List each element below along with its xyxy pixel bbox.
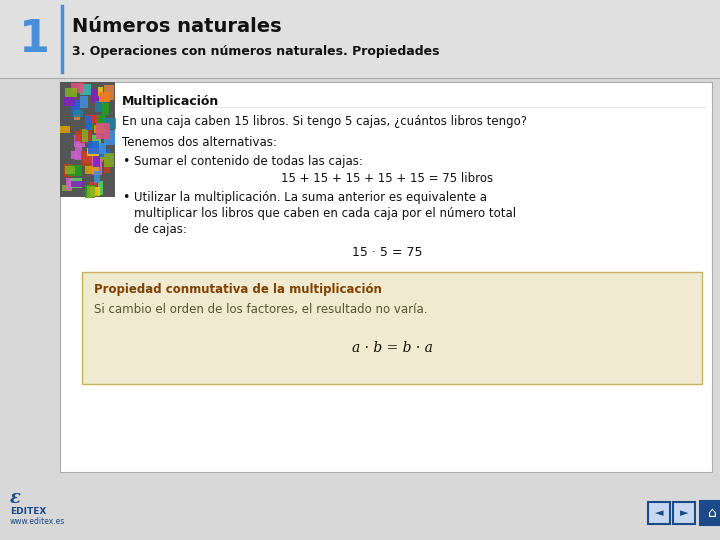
Text: Tenemos dos alternativas:: Tenemos dos alternativas: <box>122 137 277 150</box>
Bar <box>71 83 83 93</box>
Bar <box>60 82 115 197</box>
Bar <box>66 178 71 191</box>
Bar <box>80 84 91 95</box>
Bar <box>91 153 103 162</box>
Bar <box>104 130 115 145</box>
Text: ►: ► <box>680 508 688 518</box>
Text: EDITEX: EDITEX <box>10 508 46 516</box>
Bar <box>74 144 81 160</box>
Bar <box>90 187 99 196</box>
Bar <box>87 148 99 157</box>
Bar <box>60 82 712 472</box>
Bar <box>98 87 103 96</box>
Bar <box>94 125 107 133</box>
Bar <box>94 171 100 184</box>
Bar <box>60 126 70 133</box>
Text: de cajas:: de cajas: <box>134 224 187 237</box>
Text: •: • <box>122 156 130 168</box>
Bar <box>0 0 720 78</box>
Bar <box>102 103 109 115</box>
Bar <box>79 129 91 143</box>
Bar <box>98 124 109 132</box>
Text: 15 + 15 + 15 + 15 + 15 = 75 libros: 15 + 15 + 15 + 15 + 15 = 75 libros <box>281 172 493 186</box>
Bar <box>104 118 116 129</box>
Bar <box>89 141 99 154</box>
Text: •: • <box>122 192 130 205</box>
Bar <box>99 143 107 154</box>
Bar <box>68 165 81 176</box>
Text: multiplicar los libros que caben en cada caja por el número total: multiplicar los libros que caben en cada… <box>134 207 516 220</box>
Text: ◄: ◄ <box>654 508 663 518</box>
Text: Números naturales: Números naturales <box>72 17 282 36</box>
Bar <box>99 93 107 102</box>
Bar <box>74 131 86 141</box>
Text: En una caja caben 15 libros. Si tengo 5 cajas, ¿cuántos libros tengo?: En una caja caben 15 libros. Si tengo 5 … <box>122 116 527 129</box>
Bar <box>71 151 77 159</box>
Bar <box>92 134 101 149</box>
Bar <box>98 180 103 195</box>
Bar <box>74 135 85 147</box>
Bar <box>673 502 695 524</box>
Bar <box>69 178 81 188</box>
Bar <box>86 117 91 130</box>
Bar <box>648 502 670 524</box>
Bar <box>86 186 95 198</box>
Bar <box>94 151 100 167</box>
Bar <box>104 153 114 167</box>
Bar <box>71 181 84 187</box>
Bar <box>85 166 99 174</box>
Text: 3. Operaciones con números naturales. Propiedades: 3. Operaciones con números naturales. Pr… <box>72 45 439 58</box>
Bar <box>99 149 110 157</box>
Text: 15 · 5 = 75: 15 · 5 = 75 <box>352 246 422 259</box>
Bar <box>85 115 96 123</box>
Text: www.editex.es: www.editex.es <box>10 517 66 526</box>
Bar <box>92 159 102 175</box>
Bar <box>95 152 104 160</box>
Bar <box>63 164 73 177</box>
Bar <box>700 501 720 525</box>
Bar <box>66 87 77 97</box>
Bar <box>104 159 109 173</box>
Bar <box>89 182 97 191</box>
Text: 1: 1 <box>19 17 50 60</box>
Text: Propiedad conmutativa de la multiplicación: Propiedad conmutativa de la multiplicaci… <box>94 284 382 296</box>
Bar <box>91 89 99 103</box>
Bar <box>99 92 110 102</box>
Text: Utilizar la multiplicación. La suma anterior es equivalente a: Utilizar la multiplicación. La suma ante… <box>134 192 487 205</box>
Bar <box>74 110 80 120</box>
Bar <box>66 166 75 174</box>
Bar <box>82 272 702 384</box>
Bar <box>62 185 72 191</box>
Text: ε: ε <box>10 489 21 507</box>
Bar <box>82 129 88 141</box>
Bar <box>79 82 86 95</box>
Bar <box>84 153 96 163</box>
Bar <box>81 151 92 166</box>
Text: a · b = b · a: a · b = b · a <box>351 341 433 355</box>
Text: Si cambio el orden de los factores, el resultado no varía.: Si cambio el orden de los factores, el r… <box>94 303 428 316</box>
Bar <box>96 115 107 124</box>
Bar <box>86 114 94 130</box>
Bar <box>104 85 114 100</box>
Bar <box>91 145 102 151</box>
Bar <box>64 96 76 106</box>
Bar <box>85 185 95 198</box>
Text: Sumar el contenido de todas las cajas:: Sumar el contenido de todas las cajas: <box>134 156 363 168</box>
Text: Multiplicación: Multiplicación <box>122 94 220 107</box>
Bar <box>71 100 79 115</box>
Bar <box>80 96 88 108</box>
Bar <box>95 101 106 112</box>
Bar <box>96 123 110 139</box>
Bar <box>73 110 84 117</box>
Text: ⌂: ⌂ <box>708 506 716 520</box>
